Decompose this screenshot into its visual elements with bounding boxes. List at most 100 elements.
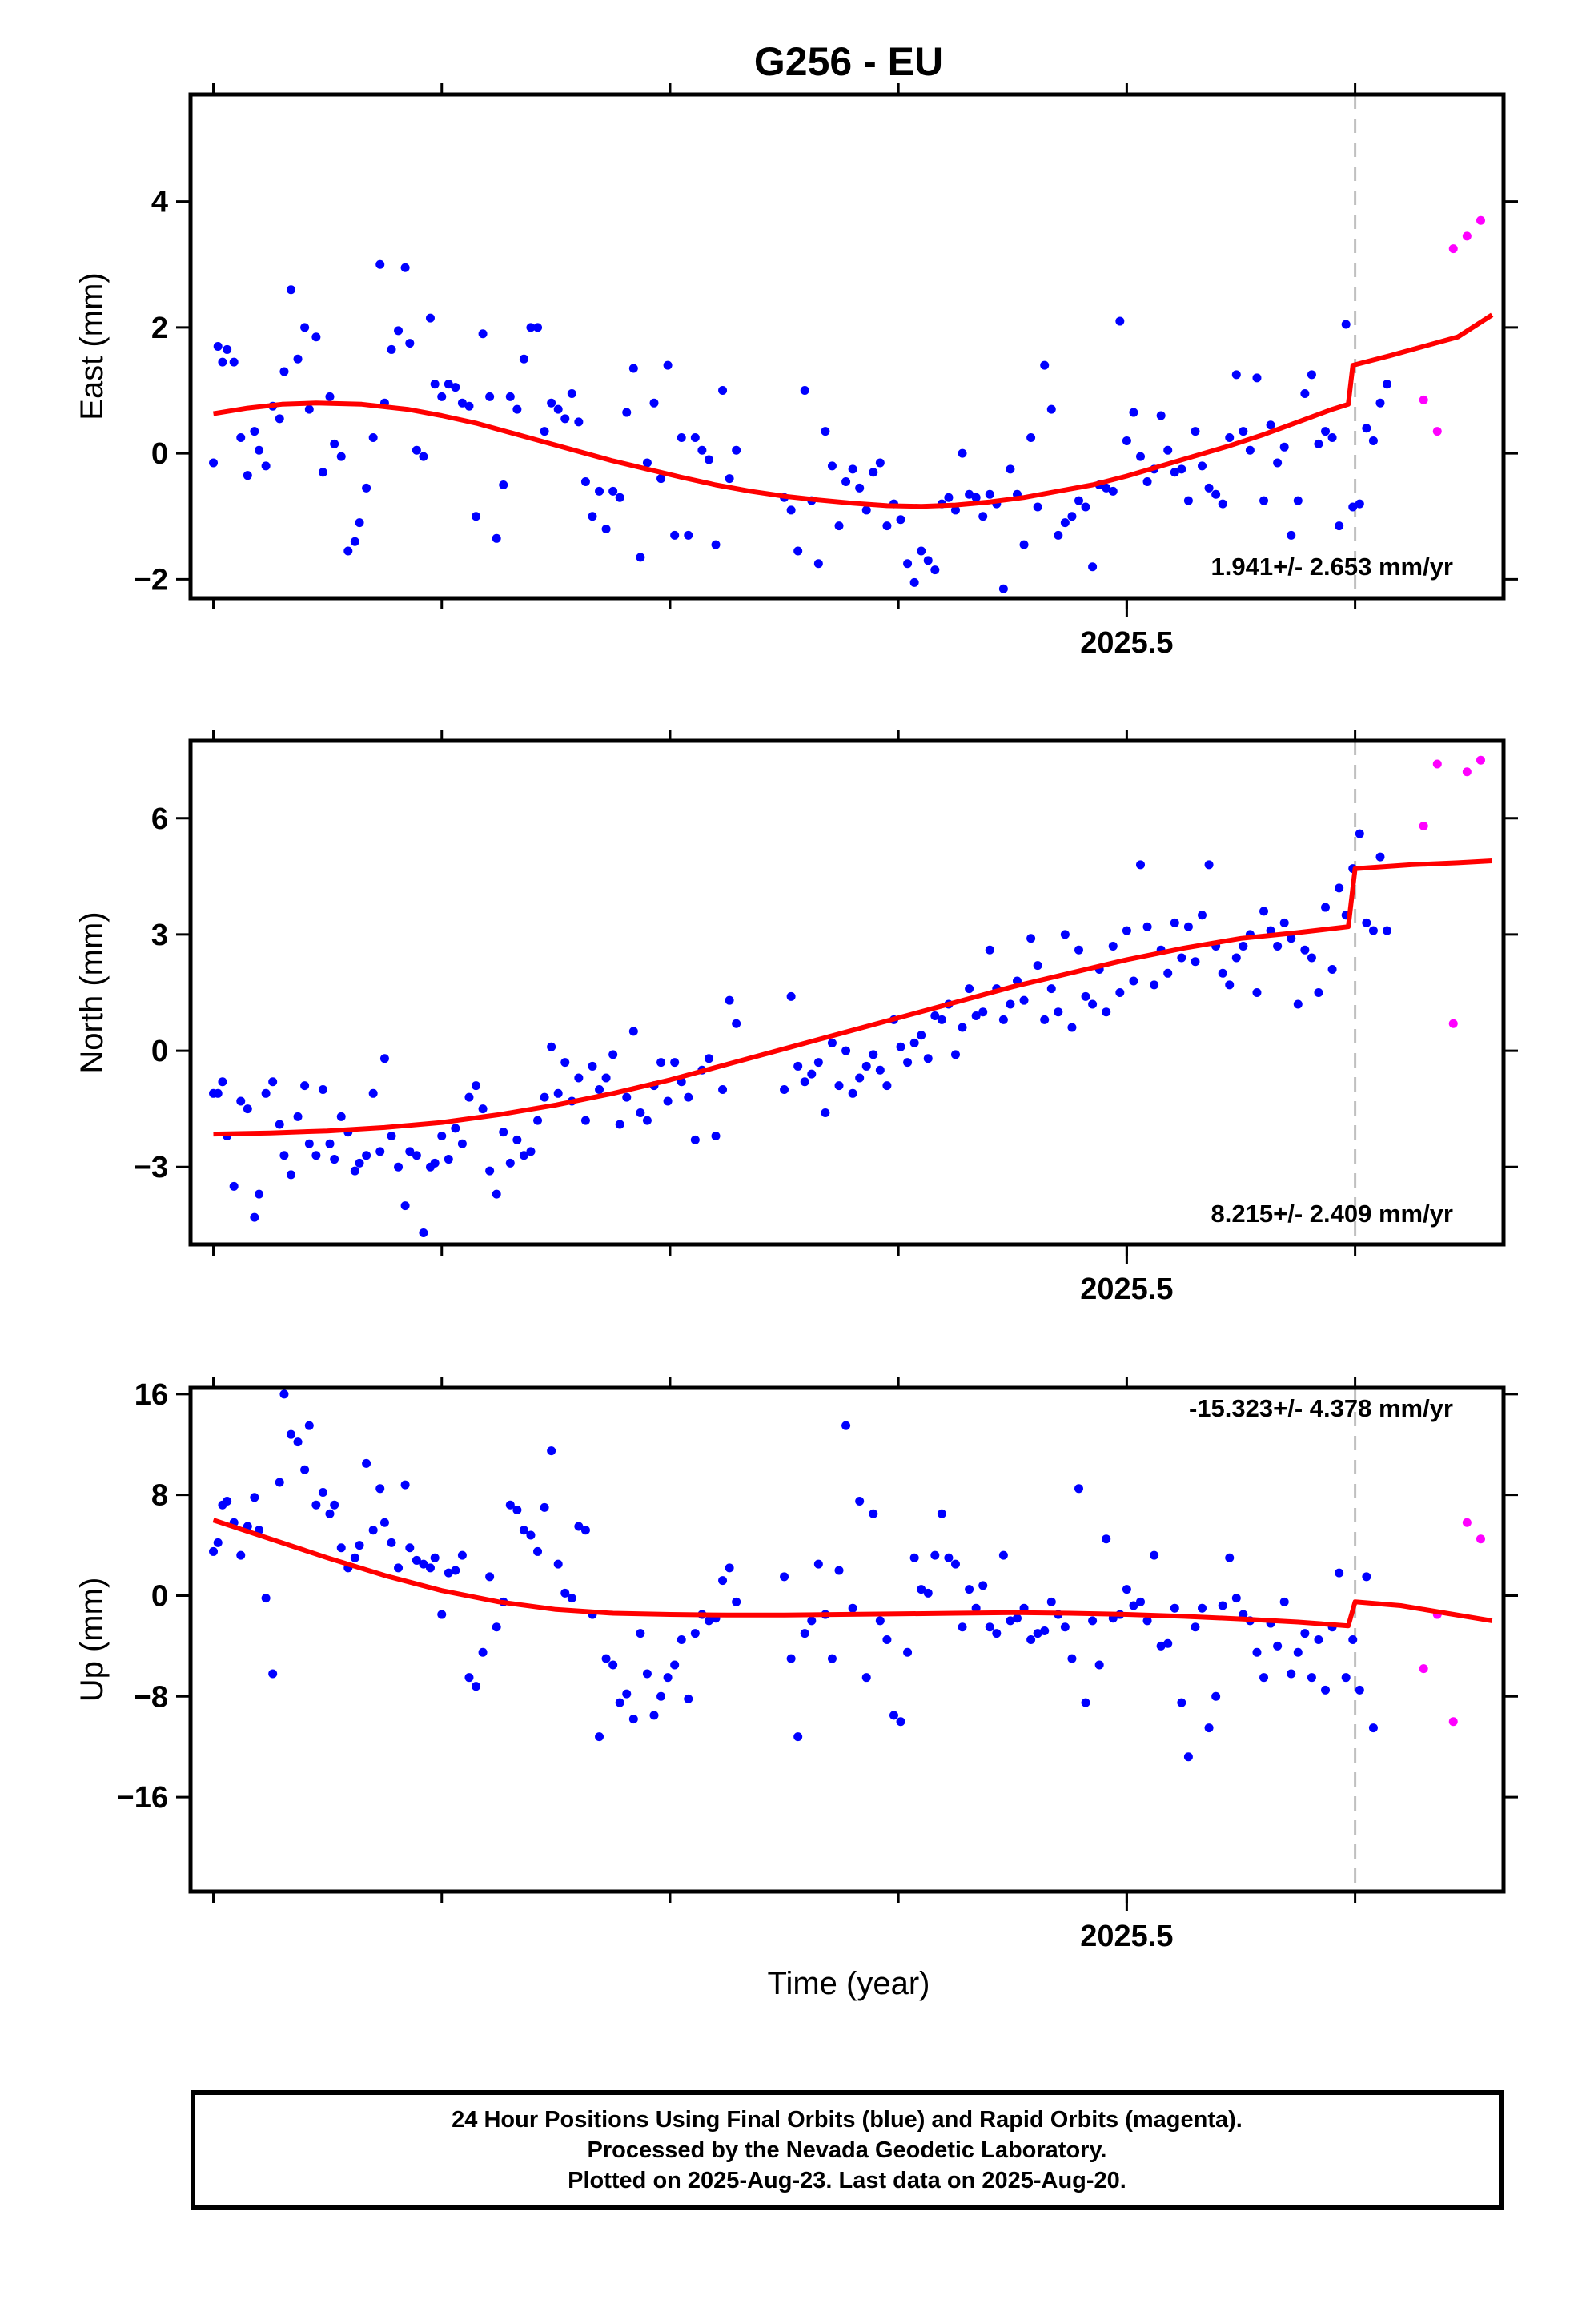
final-orbit-point (574, 417, 584, 427)
final-orbit-point (1279, 918, 1289, 927)
final-orbit-point (1335, 521, 1344, 531)
final-orbit-point (1335, 883, 1344, 893)
final-orbit-point (457, 1139, 467, 1148)
final-orbit-point (869, 468, 878, 477)
final-orbit-point (1307, 370, 1316, 380)
final-orbit-point (457, 398, 467, 408)
final-orbit-point (261, 461, 271, 471)
final-orbit-point (505, 392, 515, 401)
final-orbit-point (1321, 903, 1331, 912)
final-orbit-point (896, 1717, 905, 1727)
final-orbit-point (1006, 464, 1015, 474)
final-orbit-point (1170, 468, 1179, 477)
final-orbit-point (485, 1572, 495, 1582)
final-orbit-point (492, 1622, 501, 1632)
final-orbit-point (656, 1691, 666, 1701)
final-orbit-point (304, 404, 314, 414)
final-orbit-point (1054, 530, 1063, 540)
final-orbit-point (419, 1228, 428, 1237)
final-orbit-point (903, 559, 913, 569)
final-orbit-point (492, 1189, 501, 1199)
final-orbit-point (236, 1550, 246, 1560)
final-orbit-point (218, 1077, 227, 1087)
final-orbit-point (1231, 953, 1241, 963)
final-orbit-point (368, 1526, 378, 1535)
final-orbit-point (923, 556, 933, 565)
final-orbit-point (937, 1015, 946, 1024)
final-orbit-point (1067, 512, 1077, 521)
final-orbit-point (300, 1081, 310, 1091)
final-orbit-point (362, 1151, 371, 1160)
final-orbit-point (540, 1092, 549, 1102)
final-orbit-point (608, 1050, 618, 1059)
final-orbit-point (261, 1088, 271, 1098)
final-orbit-point (998, 1015, 1008, 1024)
final-orbit-point (1231, 1594, 1241, 1603)
final-orbit-point (1156, 1641, 1166, 1651)
final-orbit-point (1136, 1597, 1146, 1606)
final-orbit-point (286, 285, 295, 295)
final-orbit-point (304, 1139, 314, 1148)
final-orbit-point (848, 464, 857, 474)
final-orbit-point (642, 1116, 652, 1125)
final-orbit-point (950, 505, 960, 515)
final-orbit-point (649, 1711, 659, 1720)
final-orbit-point (325, 1509, 335, 1518)
final-orbit-point (663, 360, 673, 370)
final-orbit-point (684, 530, 693, 540)
final-orbit-point (1375, 398, 1385, 408)
final-orbit-point (1348, 502, 1358, 512)
final-orbit-point (268, 1077, 278, 1087)
final-orbit-point (1129, 976, 1138, 986)
final-orbit-point (412, 1151, 421, 1160)
final-orbit-point (1026, 433, 1036, 443)
final-orbit-point (362, 483, 371, 493)
final-orbit-point (1019, 995, 1029, 1005)
final-orbit-point (1115, 988, 1125, 997)
y-tick-label: −2 (134, 563, 168, 597)
final-orbit-point (1046, 404, 1056, 414)
final-orbit-point (387, 344, 396, 354)
final-orbit-point (861, 505, 871, 515)
final-orbit-point (430, 1553, 440, 1562)
final-orbit-point (343, 546, 353, 556)
final-orbit-point (437, 1610, 447, 1619)
final-orbit-point (209, 1546, 219, 1556)
final-orbit-point (793, 1061, 803, 1071)
final-orbit-point (505, 1158, 515, 1168)
final-orbit-point (1327, 433, 1337, 443)
final-orbit-point (311, 1500, 321, 1510)
final-orbit-point (855, 1497, 865, 1506)
final-orbit-point (1218, 1601, 1227, 1610)
final-orbit-point (560, 1588, 570, 1598)
final-orbit-point (1211, 1691, 1221, 1701)
final-orbit-point (375, 1147, 385, 1156)
final-orbit-point (971, 493, 981, 502)
final-orbit-point (553, 1088, 563, 1098)
x-tick-label: 2025.5 (1080, 626, 1173, 660)
final-orbit-point (236, 433, 246, 443)
final-orbit-point (560, 1058, 570, 1068)
final-orbit-point (318, 1488, 327, 1498)
final-orbit-point (419, 1559, 428, 1569)
final-orbit-point (255, 1189, 264, 1199)
final-orbit-point (412, 1555, 421, 1565)
final-orbit-point (841, 1421, 851, 1430)
final-orbit-point (1368, 436, 1378, 445)
final-orbit-point (1335, 1568, 1344, 1578)
final-orbit-point (1129, 408, 1138, 417)
final-orbit-point (937, 1509, 946, 1518)
footer-line-2: Processed by the Nevada Geodetic Laborat… (587, 2137, 1107, 2163)
final-orbit-point (732, 1019, 741, 1028)
final-orbit-point (430, 1158, 440, 1168)
final-orbit-point (1300, 1629, 1310, 1638)
final-orbit-point (223, 344, 232, 354)
rapid-orbit-point (1476, 755, 1485, 765)
final-orbit-point (813, 559, 823, 569)
final-orbit-point (1170, 1603, 1179, 1613)
final-orbit-point (869, 1509, 878, 1518)
final-orbit-point (526, 1147, 536, 1156)
final-orbit-point (882, 521, 892, 531)
final-orbit-point (697, 445, 707, 455)
final-orbit-point (368, 1088, 378, 1098)
